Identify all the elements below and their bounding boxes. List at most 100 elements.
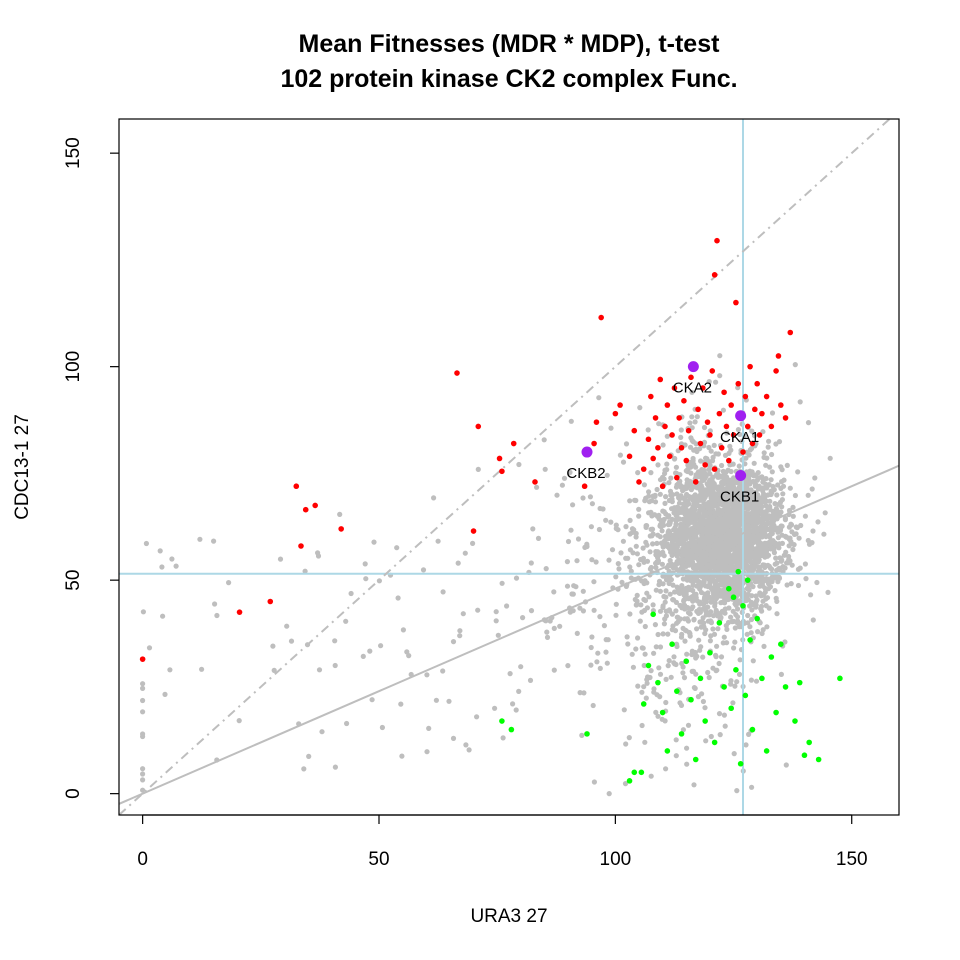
neutral-point — [674, 482, 680, 488]
neutral-point — [623, 741, 629, 747]
neutral-point — [754, 597, 760, 603]
neutral-point — [653, 549, 659, 555]
neutral-point — [710, 626, 716, 632]
neutral-point — [762, 509, 768, 515]
enhancer-point — [735, 568, 742, 575]
neutral-point — [773, 506, 780, 512]
neutral-point — [475, 607, 481, 613]
neutral-point — [724, 532, 730, 538]
neutral-point — [797, 399, 803, 405]
neutral-point — [627, 517, 633, 524]
neutral-point — [749, 784, 755, 790]
neutral-point — [689, 425, 695, 431]
neutral-point — [140, 766, 146, 772]
neutral-point — [162, 691, 168, 698]
neutral-point — [686, 479, 692, 485]
neutral-point — [596, 395, 602, 401]
neutral-point — [378, 643, 384, 649]
neutral-point — [690, 455, 696, 462]
highlight-point — [581, 446, 593, 458]
x-tick-label: 50 — [368, 849, 389, 870]
neutral-point — [651, 650, 657, 656]
neutral-point — [648, 470, 654, 476]
neutral-point — [718, 654, 725, 660]
neutral-point — [649, 533, 655, 539]
y-tick-label: 100 — [63, 351, 84, 383]
neutral-point — [622, 781, 629, 787]
neutral-point — [568, 527, 574, 533]
neutral-point — [690, 510, 696, 517]
neutral-point — [742, 510, 749, 516]
neutral-point — [763, 596, 769, 602]
neutral-point — [212, 601, 218, 607]
neutral-point — [760, 627, 766, 633]
neutral-point — [628, 568, 634, 574]
neutral-point — [654, 540, 660, 547]
suppressor-point — [267, 598, 274, 605]
neutral-point — [650, 602, 656, 608]
neutral-point — [715, 451, 722, 457]
neutral-point — [671, 543, 677, 549]
neutral-point — [745, 558, 751, 564]
suppressor-point — [740, 449, 746, 455]
neutral-point — [627, 611, 633, 617]
neutral-point — [703, 608, 709, 615]
neutral-point — [706, 488, 712, 494]
neutral-point — [682, 627, 689, 633]
neutral-point — [679, 605, 685, 611]
neutral-point — [301, 766, 307, 772]
neutral-point — [712, 582, 718, 588]
neutral-point — [633, 602, 639, 608]
neutral-point — [774, 560, 780, 566]
neutral-point — [507, 671, 513, 677]
neutral-point — [398, 701, 404, 707]
enhancer-point — [742, 692, 749, 699]
suppressor-point — [666, 453, 673, 460]
neutral-point — [764, 553, 771, 559]
neutral-point — [805, 420, 812, 426]
enhancer-point — [645, 662, 652, 669]
neutral-point — [615, 561, 621, 567]
neutral-point — [656, 552, 662, 558]
enhancer-points — [499, 568, 843, 784]
neutral-point — [689, 414, 695, 420]
neutral-point — [140, 771, 146, 777]
neutral-point — [756, 576, 762, 582]
neutral-point — [715, 484, 722, 490]
suppressor-point — [756, 432, 763, 438]
x-tick-label: 150 — [836, 849, 868, 870]
neutral-point — [755, 629, 761, 635]
neutral-point — [715, 473, 722, 479]
neutral-point — [544, 634, 551, 641]
neutral-point — [776, 541, 783, 547]
neutral-point — [761, 498, 767, 504]
neutral-point — [710, 534, 716, 540]
neutral-point — [492, 705, 498, 711]
neutral-point — [600, 506, 606, 512]
chart-title-line1: Mean Fitnesses (MDR * MDP), t-test — [299, 30, 721, 58]
neutral-point — [597, 614, 603, 620]
neutral-point — [702, 503, 708, 509]
neutral-point — [557, 623, 563, 629]
neutral-point — [745, 620, 751, 626]
neutral-point — [643, 495, 649, 501]
neutral-point — [337, 511, 343, 517]
neutral-point — [613, 601, 619, 607]
neutral-point — [589, 634, 595, 640]
x-tick-label: 100 — [600, 849, 632, 870]
neutral-point — [653, 564, 659, 571]
neutral-point — [603, 649, 609, 655]
neutral-point — [581, 690, 587, 696]
neutral-point — [684, 651, 690, 657]
neutral-point — [646, 489, 652, 495]
neutral-point — [656, 582, 662, 588]
neutral-point — [628, 575, 634, 581]
neutral-point — [753, 678, 760, 684]
enhancer-point — [796, 679, 803, 686]
neutral-point — [774, 611, 780, 617]
neutral-point — [551, 625, 557, 632]
neutral-point — [749, 607, 755, 613]
enhancer-point — [707, 649, 713, 656]
neutral-point — [653, 644, 659, 650]
neutral-point — [685, 722, 692, 728]
